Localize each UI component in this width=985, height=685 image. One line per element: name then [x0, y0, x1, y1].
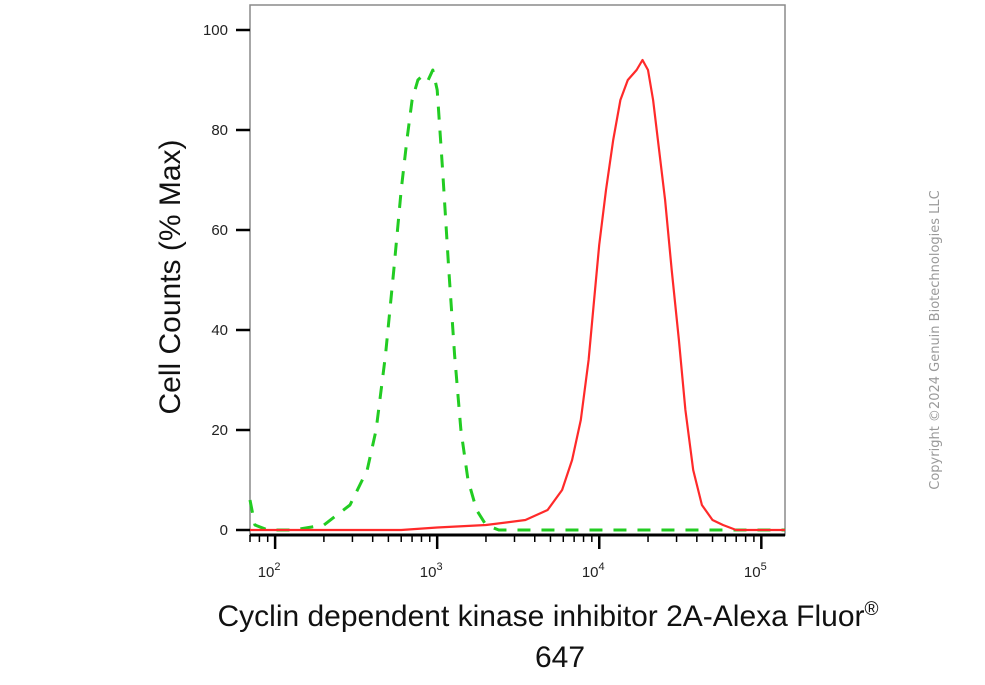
x-axis-label-line1: Cyclin dependent kinase inhibitor 2A-Ale…: [217, 599, 878, 633]
control-histogram-0: [248, 68, 785, 532]
x-tick-label-10000: 104: [582, 561, 605, 581]
x-tick-label-100000: 105: [744, 561, 767, 581]
copyright-text: Copyright ©2024 Genuin Biotechnologies L…: [928, 190, 943, 489]
y-tick-label-40: 40: [211, 322, 228, 339]
x-axis-label-line2: 647: [535, 641, 585, 674]
y-tick-label-0: 0: [220, 522, 228, 539]
x-tick-label-1000: 103: [420, 561, 443, 581]
sample-histogram-1: [250, 58, 785, 532]
plot-frame: [249, 4, 786, 536]
y-tick-label-60: 60: [211, 222, 228, 239]
x-tick-label-100: 102: [258, 561, 281, 581]
x-ticks: 102 103 104 105: [249, 535, 767, 581]
y-axis-label: Cell Counts (% Max): [154, 139, 187, 414]
y-tick-label-80: 80: [211, 122, 228, 139]
series-group: [248, 58, 785, 532]
y-ticks: 0 20 40 60 80 100: [203, 22, 250, 539]
y-tick-label-100: 100: [203, 22, 228, 39]
x-axis-label-superscript: ®: [865, 599, 879, 620]
y-tick-label-20: 20: [211, 422, 228, 439]
